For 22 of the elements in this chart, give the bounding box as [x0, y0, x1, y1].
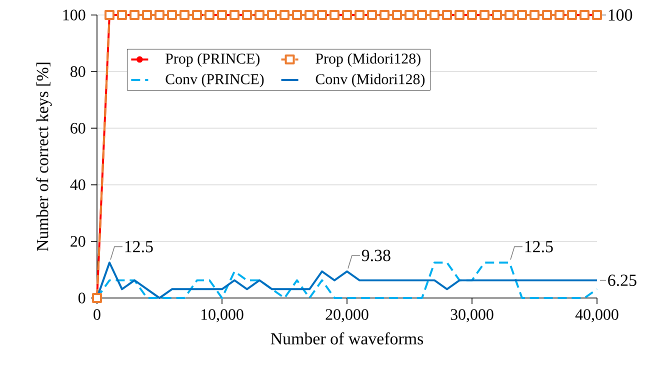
- annotation: 9.38: [362, 250, 390, 262]
- x-tick-label: 30,000: [450, 309, 494, 322]
- x-tick-label: 20,000: [326, 309, 368, 322]
- legend-label: Prop (PRINCE): [166, 53, 260, 67]
- annotation: 6.25: [608, 274, 636, 286]
- x-tick-label: 40,000: [575, 309, 618, 322]
- legend-label: Prop (Midori128): [316, 53, 420, 67]
- annotation: 100: [608, 9, 632, 21]
- legend-label: Conv (Midori128): [316, 74, 425, 88]
- legend-label: Conv (PRINCE): [166, 74, 264, 88]
- x-tick-label: 10,000: [201, 309, 244, 322]
- x-axis-title: Number of waveforms: [270, 332, 424, 344]
- y-tick-label: 0: [78, 292, 86, 304]
- y-tick-label: 40: [70, 179, 86, 190]
- annotation: 12.5: [525, 240, 553, 252]
- y-tick-label: 100: [63, 10, 86, 20]
- x-tick-label: 0: [94, 309, 100, 320]
- y-tick-label: 20: [70, 236, 86, 247]
- y-axis-title: Number of correct keys [%]: [36, 62, 52, 252]
- y-tick-label: 80: [70, 66, 86, 77]
- annotation: 12.5: [125, 240, 153, 252]
- y-tick-label: 60: [70, 122, 86, 134]
